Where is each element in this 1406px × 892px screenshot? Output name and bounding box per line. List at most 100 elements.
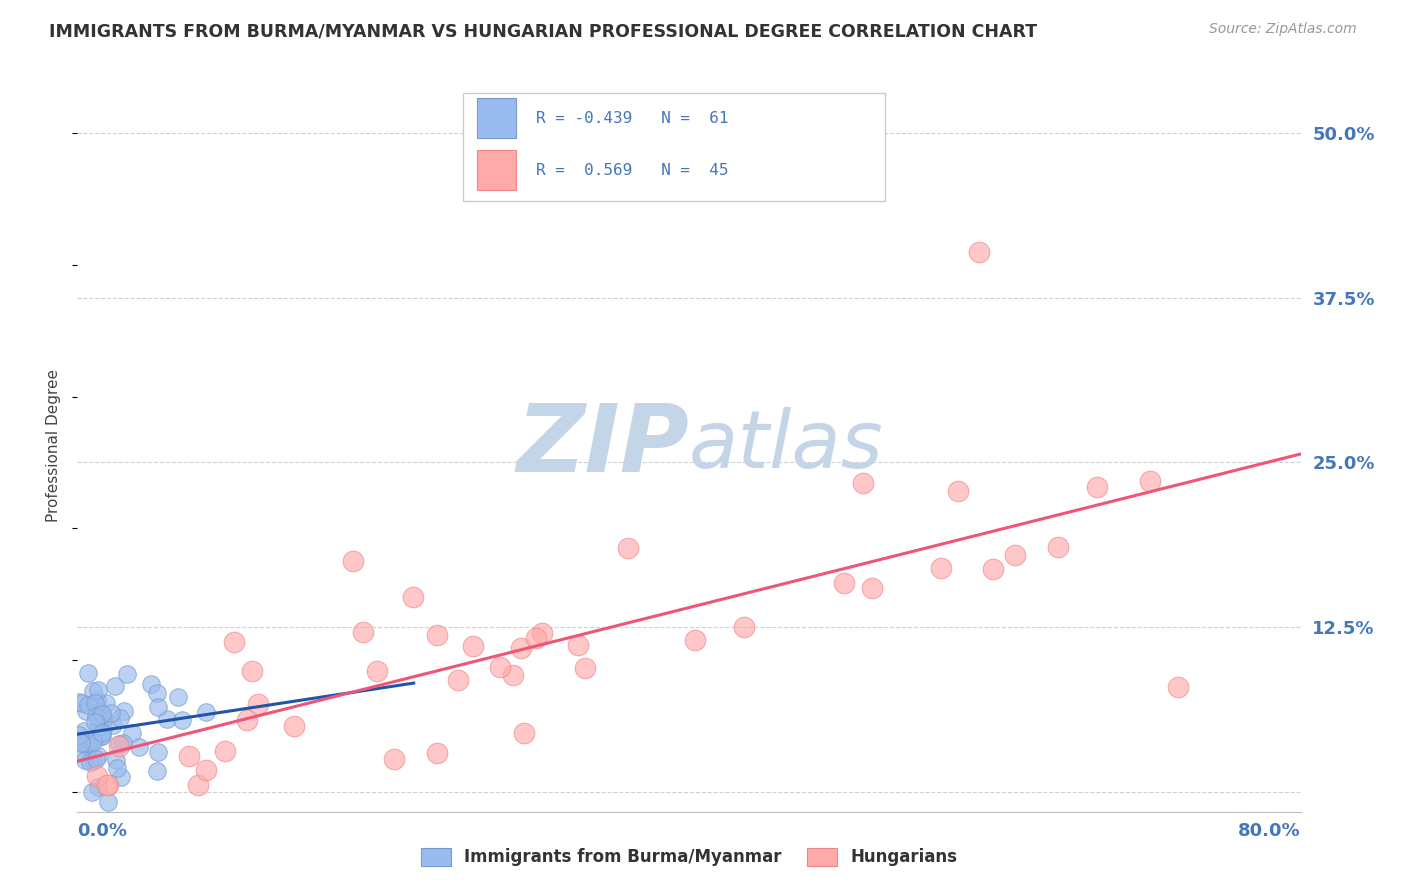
Point	[235, 713, 257, 727]
Point	[87, 683, 110, 698]
Text: R =  0.569   N =  45: R = 0.569 N = 45	[536, 162, 728, 178]
Point	[946, 483, 969, 498]
Point	[82, 754, 104, 768]
Point	[77, 698, 100, 713]
Point	[683, 633, 706, 648]
Point	[156, 712, 179, 726]
Point	[167, 690, 190, 704]
Point	[240, 664, 263, 678]
Point	[1139, 474, 1161, 488]
Point	[110, 770, 132, 784]
Point	[574, 660, 596, 674]
Point	[82, 735, 104, 749]
Point	[97, 778, 120, 792]
Point	[79, 756, 101, 770]
Point	[94, 696, 117, 710]
Point	[70, 696, 93, 710]
Point	[146, 699, 169, 714]
Point	[342, 554, 364, 568]
Point	[509, 640, 531, 655]
Point	[128, 740, 150, 755]
Point	[100, 706, 122, 720]
Point	[382, 752, 405, 766]
Point	[283, 719, 305, 733]
Point	[73, 724, 96, 739]
Point	[530, 625, 553, 640]
Point	[111, 736, 134, 750]
Point	[402, 591, 425, 605]
Point	[89, 704, 111, 718]
FancyBboxPatch shape	[463, 93, 884, 201]
Point	[617, 541, 640, 556]
Point	[983, 561, 1005, 575]
Point	[929, 561, 952, 575]
Point	[112, 704, 135, 718]
Text: 80.0%: 80.0%	[1237, 822, 1301, 840]
Point	[146, 686, 169, 700]
Point	[87, 721, 110, 735]
Point	[93, 711, 115, 725]
Point	[104, 754, 127, 768]
Point	[103, 718, 125, 732]
Point	[107, 761, 129, 775]
Text: ZIP: ZIP	[516, 400, 689, 492]
Point	[82, 731, 104, 746]
Text: R = -0.439   N =  61: R = -0.439 N = 61	[536, 111, 728, 126]
Point	[82, 683, 104, 698]
Point	[86, 768, 108, 782]
Point	[179, 748, 201, 763]
Point	[89, 711, 111, 725]
Point	[224, 635, 246, 649]
Point	[90, 725, 112, 739]
Point	[832, 576, 855, 591]
Y-axis label: Professional Degree: Professional Degree	[46, 369, 62, 523]
Point	[734, 620, 756, 634]
Point	[91, 706, 114, 721]
Legend: Immigrants from Burma/Myanmar, Hungarians: Immigrants from Burma/Myanmar, Hungarian…	[415, 841, 963, 873]
Point	[73, 735, 96, 749]
Point	[513, 726, 536, 740]
Point	[69, 747, 91, 761]
Point	[67, 728, 90, 742]
Point	[69, 735, 91, 749]
Point	[461, 640, 484, 654]
Point	[524, 632, 547, 646]
Point	[488, 660, 510, 674]
Point	[84, 715, 107, 730]
Point	[91, 729, 114, 743]
Point	[502, 668, 524, 682]
Point	[170, 713, 193, 727]
Point	[90, 729, 112, 743]
Point	[107, 739, 129, 753]
Point	[84, 752, 107, 766]
Point	[84, 708, 107, 723]
Text: IMMIGRANTS FROM BURMA/MYANMAR VS HUNGARIAN PROFESSIONAL DEGREE CORRELATION CHART: IMMIGRANTS FROM BURMA/MYANMAR VS HUNGARI…	[49, 22, 1038, 40]
Point	[108, 711, 131, 725]
Point	[195, 763, 218, 777]
Point	[67, 695, 90, 709]
Point	[121, 725, 143, 739]
Point	[969, 244, 991, 259]
Point	[97, 796, 120, 810]
Point	[1047, 540, 1070, 554]
Point	[352, 625, 374, 640]
Point	[139, 677, 162, 691]
Point	[96, 778, 118, 792]
Point	[69, 736, 91, 750]
Point	[108, 737, 131, 751]
Point	[214, 744, 236, 758]
Point	[86, 748, 108, 763]
Point	[93, 721, 115, 735]
Text: 0.0%: 0.0%	[77, 822, 128, 840]
Text: atlas: atlas	[689, 407, 884, 485]
Point	[1167, 680, 1189, 694]
FancyBboxPatch shape	[477, 150, 516, 190]
Point	[146, 764, 169, 778]
Point	[187, 778, 209, 792]
Point	[84, 696, 107, 710]
Point	[852, 475, 875, 490]
Text: Source: ZipAtlas.com: Source: ZipAtlas.com	[1209, 22, 1357, 37]
Point	[366, 664, 388, 678]
Point	[91, 725, 114, 739]
Point	[75, 704, 97, 718]
